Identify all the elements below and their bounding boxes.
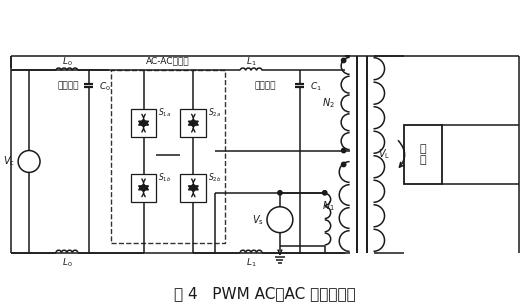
Circle shape	[323, 191, 327, 195]
Circle shape	[278, 191, 282, 195]
Polygon shape	[138, 121, 148, 127]
Text: $S_{1a}$: $S_{1a}$	[158, 107, 172, 120]
Polygon shape	[138, 184, 148, 190]
Circle shape	[341, 58, 346, 63]
Bar	[180, 174, 206, 202]
Bar	[404, 125, 442, 184]
Text: 负
荷: 负 荷	[420, 144, 427, 165]
Text: AC-AC变换器: AC-AC变换器	[146, 56, 190, 65]
Polygon shape	[188, 186, 198, 192]
Polygon shape	[188, 121, 198, 127]
Text: $C_1$: $C_1$	[310, 80, 322, 93]
Bar	[111, 71, 225, 243]
Text: $V_{\rm L}$: $V_{\rm L}$	[378, 148, 391, 161]
Polygon shape	[188, 119, 198, 125]
Text: $V_{\rm c}$: $V_{\rm c}$	[3, 155, 15, 168]
Polygon shape	[138, 119, 148, 125]
Circle shape	[341, 162, 346, 167]
Text: $L_0$: $L_0$	[61, 256, 72, 269]
Text: 图 4   PWM AC－AC 变换器结构: 图 4 PWM AC－AC 变换器结构	[174, 286, 356, 301]
Bar	[130, 109, 156, 137]
Circle shape	[341, 148, 346, 153]
Text: $L_0$: $L_0$	[61, 55, 72, 68]
Circle shape	[267, 207, 293, 233]
Text: $C_0$: $C_0$	[99, 80, 111, 93]
Text: $L_1$: $L_1$	[246, 256, 257, 269]
Text: $N_2$: $N_2$	[322, 97, 334, 110]
Text: $V_{\rm s}$: $V_{\rm s}$	[252, 213, 264, 227]
Text: $L_1$: $L_1$	[246, 55, 257, 68]
Text: $S_{1b}$: $S_{1b}$	[158, 172, 172, 184]
Text: $N_1$: $N_1$	[322, 200, 334, 213]
Text: $S_{2a}$: $S_{2a}$	[208, 107, 222, 120]
Text: 交流滤波: 交流滤波	[254, 82, 276, 91]
Polygon shape	[138, 186, 148, 192]
Bar	[180, 109, 206, 137]
Text: $S_{2b}$: $S_{2b}$	[208, 172, 222, 184]
Circle shape	[18, 151, 40, 172]
Text: 交流滤波: 交流滤波	[57, 82, 78, 91]
Bar	[130, 174, 156, 202]
Polygon shape	[188, 184, 198, 190]
